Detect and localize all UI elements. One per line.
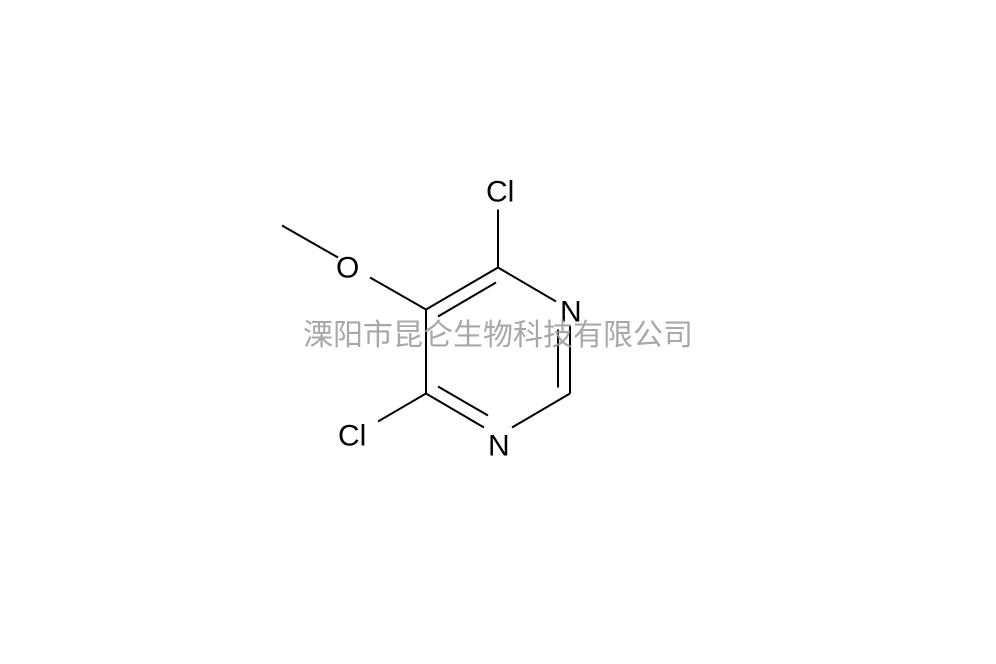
bond [498,268,556,302]
watermark-text: 溧阳市昆仑生物科技有限公司 [303,310,693,354]
bond-substituent [370,278,426,310]
watermark-label: 溧阳市昆仑生物科技有限公司 [303,319,693,352]
atom-label-cl-top: Cl [486,176,514,209]
bond-substituent [378,394,426,422]
bond [512,394,570,428]
atom-label-cl-bottom: Cl [338,420,366,453]
atom-label-o: O [336,252,359,285]
bond [426,394,484,428]
atom-label-n-bottom: N [488,430,510,463]
bond-double [438,387,488,416]
bond-substituent [282,226,338,258]
